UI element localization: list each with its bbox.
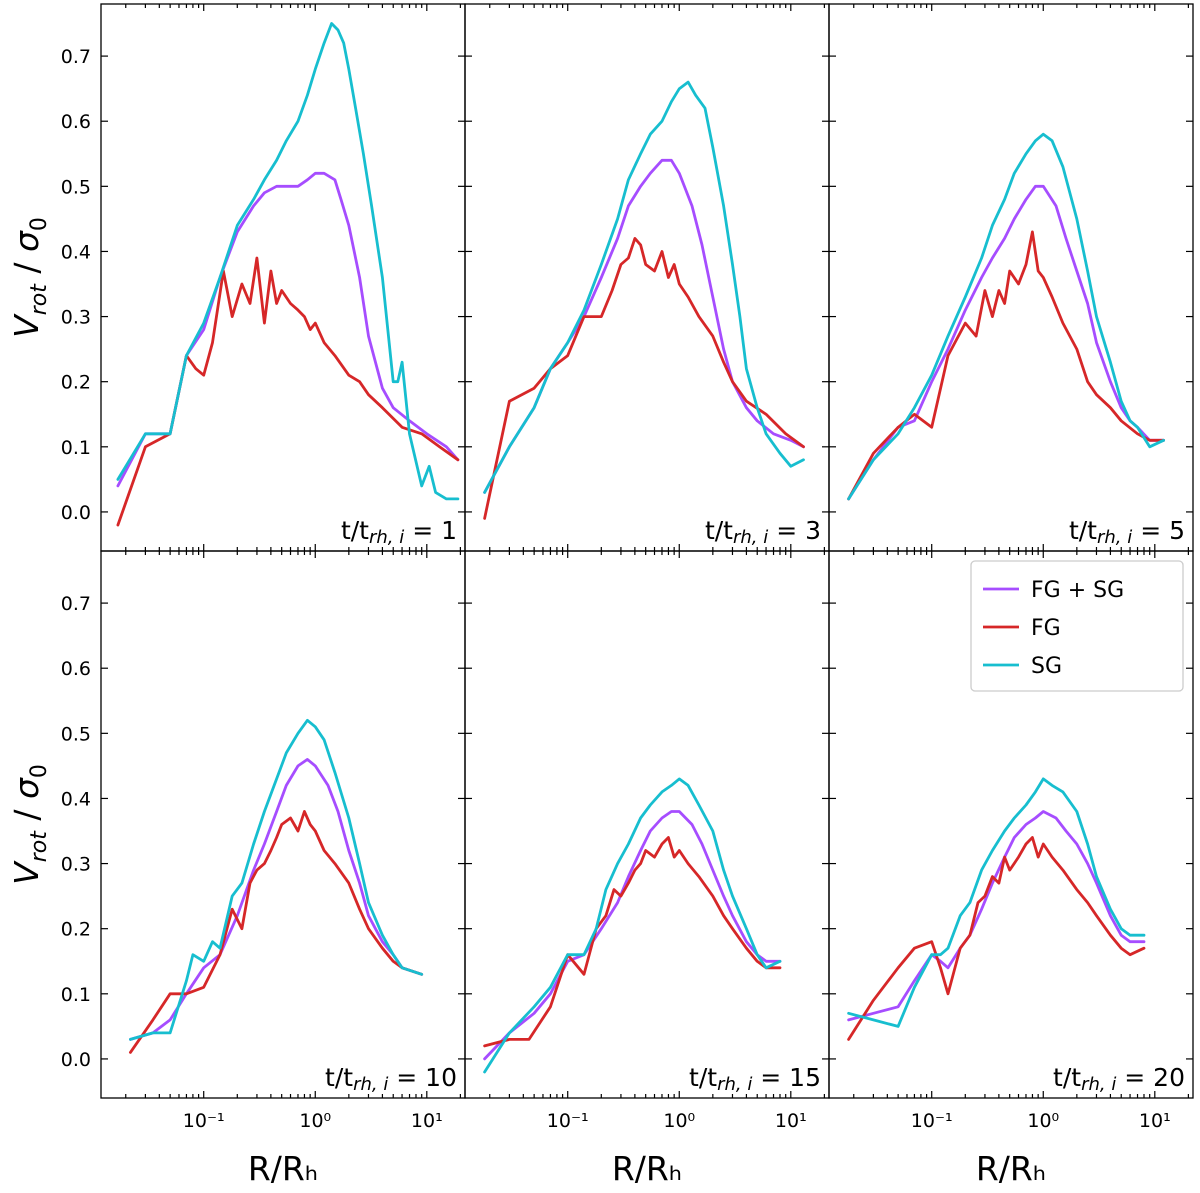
series-group	[483, 80, 805, 520]
y-tick-label: 0.2	[61, 919, 91, 941]
x-tick-label: 10⁻¹	[911, 1110, 953, 1132]
series-line-fg-plus-sg	[116, 171, 460, 488]
x-tick-label: 10⁻¹	[547, 1110, 589, 1132]
series-group	[847, 132, 1165, 501]
x-tick-label: 10¹	[775, 1110, 807, 1132]
x-tick-label: 10¹	[411, 1110, 443, 1132]
x-tick-label: 10⁻¹	[183, 1110, 225, 1132]
panel-time-label: t/trh, i = 3	[705, 516, 821, 548]
legend-label: FG + SG	[1031, 578, 1124, 603]
series-line-fg	[128, 810, 424, 1054]
series-line-fg	[116, 256, 460, 527]
panel-time-label: t/trh, i = 15	[689, 1063, 821, 1095]
y-axis-title: Vrot / σ0	[7, 764, 52, 885]
x-tick-label: 10⁰	[663, 1110, 695, 1132]
x-axis-title: R/Rₕ	[612, 1149, 682, 1188]
series-line-sg	[847, 777, 1146, 1028]
legend-label: SG	[1031, 654, 1062, 679]
series-line-fg	[483, 236, 805, 520]
series-group	[483, 777, 782, 1074]
series-line-fg	[483, 836, 782, 1048]
y-tick-label: 0.0	[61, 502, 91, 524]
panel-3: t/trh, i = 5	[828, 3, 1194, 552]
panel-5: 10⁻¹ 10⁰ 10¹ t/trh, i = 15	[464, 550, 830, 1132]
legend-box	[970, 560, 1184, 692]
y-tick-label: 0.4	[61, 241, 91, 263]
x-tick-label: 10¹	[1139, 1110, 1171, 1132]
panel-1: 0.0 0.1 0.2 0.3 0.4 0.5 0.6 0.7 t/trh, i = 1	[61, 3, 466, 552]
panel-time-label: t/trh, i = 20	[1053, 1063, 1185, 1095]
panel-4: 0.0 0.1 0.2 0.3 0.4 0.5 0.6 0.7 10⁻¹ 10⁰ 10¹ t/trh,…	[61, 550, 466, 1132]
y-tick-label: 0.5	[61, 723, 91, 745]
panel-6: 10⁻¹ 10⁰ 10¹ t/trh, i = 20 FG + SG FG SG	[828, 550, 1194, 1132]
y-tick-label: 0.6	[61, 111, 91, 133]
y-tick-label: 0.6	[61, 658, 91, 680]
series-line-fg-plus-sg	[128, 758, 424, 1041]
series-group	[847, 777, 1146, 1041]
series-group	[116, 22, 460, 527]
y-tick-label: 0.2	[61, 372, 91, 394]
axis-labels: Vrot / σ0 Vrot / σ0 R/Rₕ R/Rₕ R/Rₕ	[7, 217, 1046, 1188]
series-line-fg-plus-sg	[483, 158, 805, 494]
y-tick-label: 0.1	[61, 984, 91, 1006]
y-tick-label: 0.3	[61, 854, 91, 876]
series-line-sg	[483, 777, 782, 1074]
panel-frame	[464, 3, 830, 552]
series-line-sg	[116, 22, 460, 501]
series-line-sg	[128, 718, 424, 1041]
x-tick-label: 10⁰	[1027, 1110, 1059, 1132]
panel-frame	[100, 3, 466, 552]
legend-label: FG	[1031, 616, 1061, 641]
series-group	[128, 718, 424, 1054]
y-axis-title: Vrot / σ0	[7, 217, 52, 338]
y-tick-label: 0.3	[61, 307, 91, 329]
panel-time-label: t/trh, i = 5	[1069, 516, 1185, 548]
legend: FG + SG FG SG	[970, 560, 1184, 692]
y-tick-label: 0.5	[61, 176, 91, 198]
panel-2: t/trh, i = 3	[464, 3, 830, 552]
series-line-fg	[847, 230, 1165, 501]
y-tick-label: 0.1	[61, 437, 91, 459]
y-tick-label: 0.0	[61, 1049, 91, 1071]
panel-frame	[828, 550, 1194, 1099]
panel-time-label: t/trh, i = 10	[325, 1063, 457, 1095]
series-line-fg	[847, 836, 1146, 1041]
y-tick-label: 0.7	[61, 593, 91, 615]
x-axis-title: R/Rₕ	[976, 1149, 1046, 1188]
x-tick-label: 10⁰	[299, 1110, 331, 1132]
series-line-sg	[483, 80, 805, 494]
series-line-fg-plus-sg	[847, 184, 1165, 501]
y-tick-label: 0.7	[61, 46, 91, 68]
series-line-sg	[847, 132, 1165, 501]
panel-frame	[464, 550, 830, 1099]
panel-time-label: t/trh, i = 1	[341, 516, 457, 548]
panel-frame	[828, 3, 1194, 552]
y-tick-label: 0.4	[61, 788, 91, 810]
panels-layer: 0.0 0.1 0.2 0.3 0.4 0.5 0.6 0.7 t/trh, i = 1 t/tr…	[61, 3, 1194, 1132]
x-axis-title: R/Rₕ	[248, 1149, 318, 1188]
